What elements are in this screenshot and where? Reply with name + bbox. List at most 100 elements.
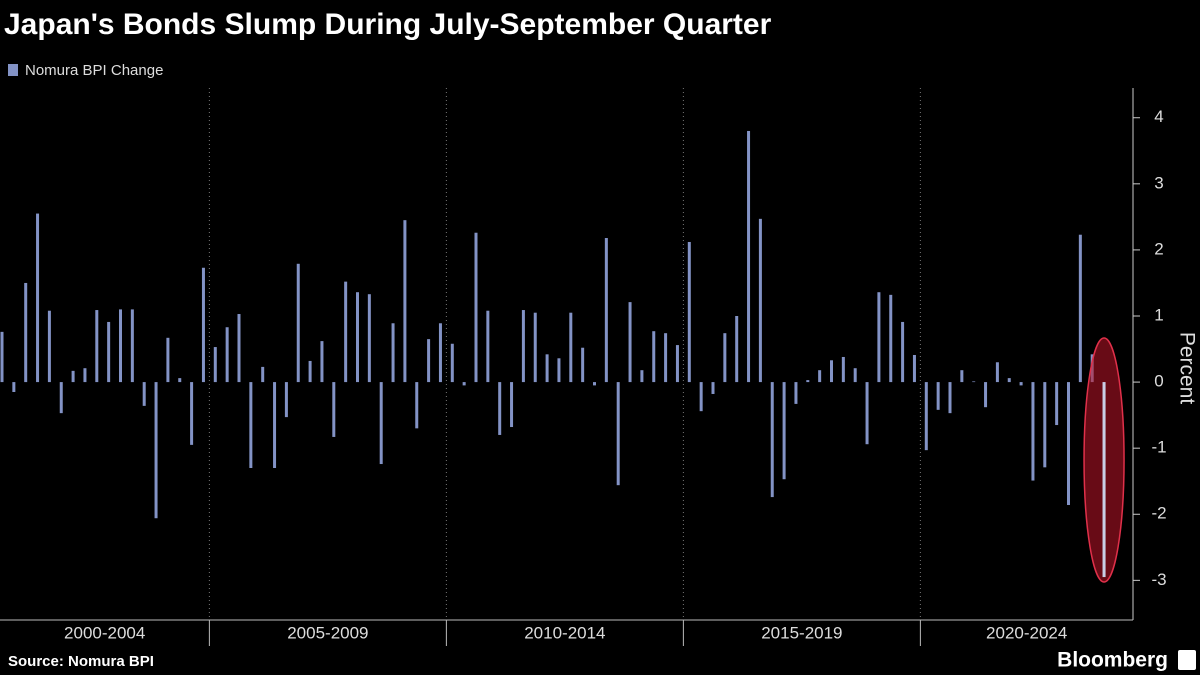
bar <box>569 312 573 383</box>
bar <box>450 343 454 383</box>
bar <box>1078 234 1082 383</box>
bar <box>1031 382 1035 481</box>
x-group-label: 2005-2009 <box>287 623 368 642</box>
bar <box>545 354 549 383</box>
bar <box>1055 382 1059 426</box>
bar <box>557 358 561 383</box>
bar <box>510 382 514 428</box>
bar <box>616 382 620 486</box>
bar <box>119 309 122 383</box>
x-group-label: 2020-2024 <box>986 623 1067 642</box>
bar <box>249 382 253 468</box>
bar <box>498 382 502 435</box>
bar <box>1067 382 1070 506</box>
bar <box>912 354 916 383</box>
bar <box>415 382 419 429</box>
chart-title: Japan's Bonds Slump During July-Septembe… <box>4 8 772 41</box>
bar <box>190 382 194 445</box>
y-tick-label: 0 <box>1154 372 1163 391</box>
bar <box>320 341 324 383</box>
bar <box>273 382 277 468</box>
bar <box>711 382 715 394</box>
bar <box>604 238 608 383</box>
y-tick-label: -1 <box>1151 438 1166 457</box>
bar <box>675 345 679 383</box>
bar <box>1043 382 1047 468</box>
bar <box>735 316 739 383</box>
bar <box>12 382 16 392</box>
y-tick-label: 4 <box>1154 107 1163 126</box>
bar <box>237 314 241 383</box>
legend-swatch <box>8 64 18 76</box>
bar <box>995 362 999 383</box>
bar <box>142 382 146 406</box>
y-axis-label: Percent <box>1175 332 1198 405</box>
bar <box>723 333 727 383</box>
bar <box>59 382 63 414</box>
bar <box>427 339 431 383</box>
y-tick-label: 1 <box>1154 305 1163 324</box>
bar <box>960 370 964 383</box>
bar <box>818 370 822 383</box>
bar <box>36 213 40 383</box>
bar <box>462 382 466 386</box>
bar <box>166 337 170 383</box>
bar <box>154 382 158 519</box>
bar <box>593 382 596 386</box>
bar <box>71 370 75 383</box>
bar <box>699 382 703 412</box>
bar <box>107 321 111 383</box>
y-tick-label: 2 <box>1154 239 1163 258</box>
bar <box>758 218 762 383</box>
bar <box>865 382 869 445</box>
bar <box>1102 382 1106 578</box>
bar <box>0 331 4 383</box>
bar <box>356 292 359 383</box>
bar <box>344 281 348 383</box>
bar <box>984 382 988 408</box>
bar <box>403 220 407 383</box>
bar <box>474 232 478 383</box>
bar <box>379 382 383 465</box>
x-group-label: 2010-2014 <box>524 623 605 642</box>
bar <box>936 382 940 410</box>
bar <box>367 294 371 383</box>
bar <box>889 294 893 383</box>
bar <box>391 323 395 383</box>
bar <box>95 310 99 383</box>
bar <box>782 382 786 480</box>
bar <box>296 263 300 383</box>
bar <box>308 360 312 383</box>
bar <box>747 130 751 383</box>
bar <box>877 292 881 383</box>
bar <box>213 347 217 383</box>
bar <box>628 302 632 383</box>
bar <box>178 378 182 383</box>
bar <box>130 309 134 383</box>
brand: Bloomberg <box>1057 649 1168 672</box>
y-tick-label: -3 <box>1151 570 1166 589</box>
bar <box>841 356 845 383</box>
bar <box>332 382 336 437</box>
bar <box>640 370 644 383</box>
source: Source: Nomura BPI <box>8 653 154 670</box>
bar <box>924 382 928 451</box>
legend-label: Nomura BPI Change <box>25 62 163 79</box>
bar <box>853 368 857 383</box>
bar <box>806 380 810 383</box>
bar <box>83 368 87 383</box>
y-tick-label: 3 <box>1154 173 1163 192</box>
brand-icon <box>1178 650 1196 670</box>
y-tick-label: -2 <box>1151 504 1166 523</box>
bar <box>664 333 668 383</box>
bar <box>1019 382 1023 386</box>
bar <box>948 382 952 414</box>
bar <box>438 323 442 383</box>
bar <box>794 382 798 404</box>
bar <box>581 347 585 383</box>
bar <box>652 331 656 383</box>
bar <box>533 312 537 383</box>
bar <box>972 381 976 383</box>
bar <box>201 267 205 383</box>
